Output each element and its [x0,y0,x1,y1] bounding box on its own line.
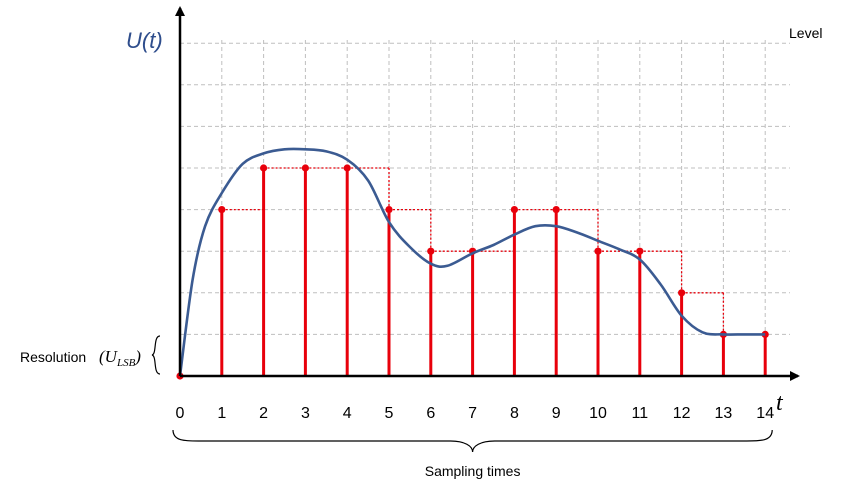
x-tick-label: 10 [589,405,607,422]
axes [175,6,800,381]
signal-curve [178,147,766,377]
resolution-symbol-sub: LSB [116,357,136,369]
resolution-symbol-main: U [105,347,119,366]
grid [180,40,790,376]
y-axis-label: U(t) [126,28,163,53]
x-tick-label: 6 [426,405,435,422]
x-tick-label: 5 [385,405,394,422]
sampling-times-label: Sampling times [425,463,521,479]
sample-point [301,164,309,172]
x-tick-label: 14 [756,405,774,422]
sample-point [510,206,518,214]
sample-point [678,289,686,297]
x-tick-label: 3 [301,405,310,422]
x-tick-label: 2 [259,405,268,422]
x-tick-label: 9 [552,405,561,422]
x-tick-label: 4 [343,405,352,422]
sample-point [218,206,226,214]
sample-point [636,247,644,255]
sampling-brace [172,429,773,453]
x-tick-label: 1 [217,405,226,422]
resolution-brace [151,335,161,375]
sample-point [385,206,393,214]
sample-point [761,330,769,338]
quantization-steps [221,167,766,336]
resolution-symbol-close: ) [134,347,141,366]
resolution-symbol: (ULSB) [99,347,141,369]
x-tick-label: 12 [673,405,691,422]
x-tick-label: 7 [468,405,477,422]
resolution-label: Resolution [20,349,86,365]
labels: 0 1 2 3 4 5 6 7 8 9 10 11 12 13 14 tU(t) LevelResolution… [20,25,822,479]
sample-point [552,206,560,214]
sample-point [594,247,602,255]
x-tick-label: 0 [176,405,185,422]
sample-point [343,164,351,172]
x-tick-label: 13 [715,405,733,422]
level-label: Level [789,25,822,41]
sample-point [260,164,268,172]
x-axis-label: t [776,390,784,416]
signal-curve-group [178,147,766,377]
sample-point [427,247,435,255]
x-tick-label: 11 [631,405,648,422]
x-tick-label: 8 [510,405,519,422]
